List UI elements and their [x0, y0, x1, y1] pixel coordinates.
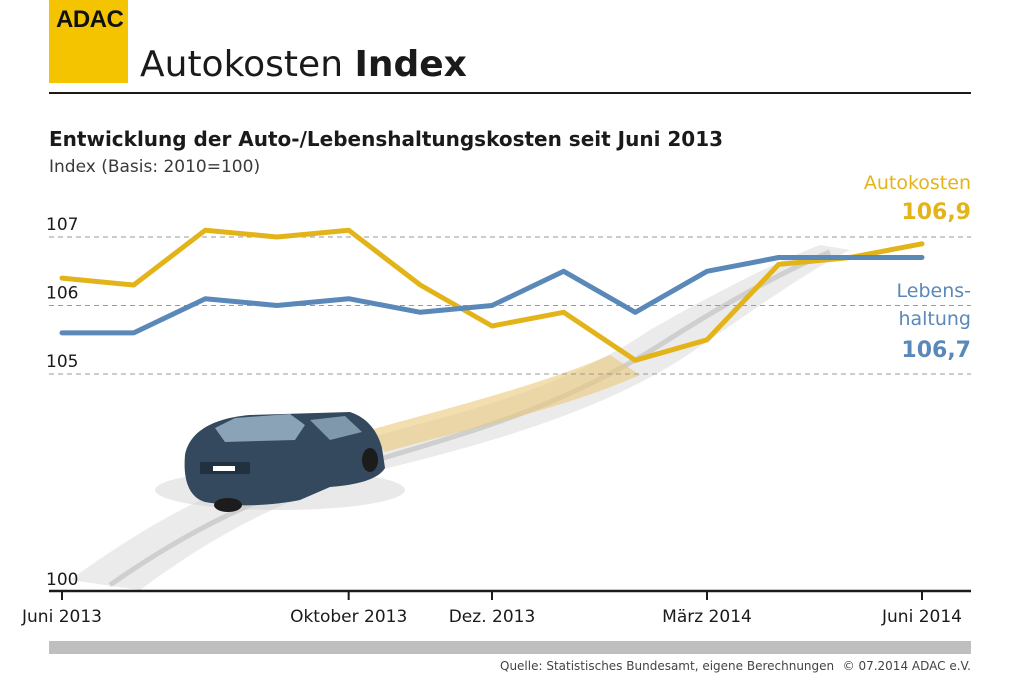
x-ticks: Juni 2013 Oktober 2013 Dez. 2013 März 2014 J… [21, 591, 962, 627]
autokosten-label: Autokosten [863, 172, 971, 194]
page-title: Autokosten Index [140, 44, 467, 85]
lebenshaltung-label-line1: Lebens- [896, 280, 972, 302]
series-line-autokosten [59, 227, 925, 363]
footer-bar [49, 641, 971, 654]
adac-logo: ADAC [49, 0, 128, 83]
gridlines [49, 236, 971, 375]
source-note: Quelle: Statistisches Bundesamt, eigene … [500, 659, 835, 673]
y-tick-label: 105 [46, 352, 78, 372]
series-line-lebenshaltung [59, 255, 925, 336]
y-tick-label: 107 [46, 215, 78, 235]
copyright-note: © 07.2014 ADAC e.V. [842, 659, 971, 673]
chart-subtitle: Index (Basis: 2010=100) [49, 157, 261, 177]
chart-title: Entwicklung der Auto-/Lebenshaltungskost… [49, 127, 724, 151]
x-tick-label: März 2014 [662, 607, 752, 627]
series-lines [59, 227, 925, 363]
autokosten-value: 106,9 [901, 200, 971, 225]
x-tick-label: Dez. 2013 [449, 607, 536, 627]
lebenshaltung-value: 106,7 [901, 338, 971, 363]
y-tick-label: 106 [46, 284, 78, 304]
x-tick-label: Juni 2013 [21, 607, 102, 627]
x-tick-label: Juni 2014 [881, 607, 962, 627]
header-rule [49, 92, 971, 94]
page-title-light: Autokosten [140, 44, 344, 85]
page-title-bold: Index [354, 44, 467, 85]
logo-text: ADAC [56, 6, 124, 33]
axes [49, 589, 971, 654]
y-tick-labels: 100 105 106 107 [46, 215, 78, 590]
lebenshaltung-label-line2: haltung [898, 308, 971, 330]
y-tick-label: 100 [46, 570, 78, 590]
car-illustration [70, 245, 850, 590]
x-tick-label: Oktober 2013 [290, 607, 407, 627]
